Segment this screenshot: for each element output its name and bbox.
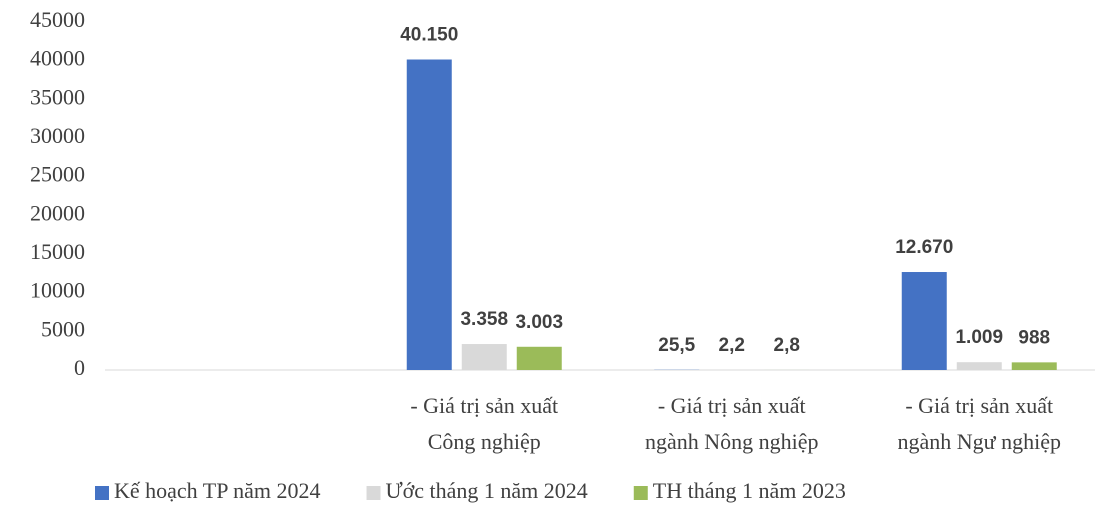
y-tick-label: 20000 [30,200,85,225]
value-label: 40.150 [400,25,458,46]
value-label: 2,2 [719,335,745,356]
value-label: 988 [1018,327,1050,348]
value-label: 12.670 [895,237,953,258]
y-tick-label: 35000 [30,84,85,109]
y-tick-label: 45000 [30,7,85,32]
legend-swatch [633,486,648,500]
bar [901,272,947,370]
bar [406,59,452,371]
y-tick-label: 0 [74,355,85,380]
y-tick-label: 25000 [30,162,85,187]
legend-label: Ước tháng 1 năm 2024 [386,478,588,503]
legend-label: TH tháng 1 năm 2023 [653,478,846,503]
bar [461,344,507,370]
legend-swatch [366,486,381,500]
y-tick-label: 15000 [30,239,85,264]
bar [1011,362,1057,370]
x-tick-label: ngành Ngư nghiệp [898,429,1061,454]
value-label: 3.358 [460,309,508,330]
y-tick-label: 30000 [30,123,85,148]
y-tick-label: 5000 [41,316,85,341]
y-tick-label: 10000 [30,278,85,303]
x-tick-label: - Giá trị sản xuất [410,393,558,418]
value-label: 1.009 [955,327,1003,348]
x-tick-label: Công nghiệp [428,429,541,454]
value-label: 25,5 [658,335,695,356]
x-tick-label: - Giá trị sản xuất [905,393,1053,418]
x-tick-label: - Giá trị sản xuất [658,393,806,418]
y-tick-label: 40000 [30,46,85,71]
x-tick-label: ngành Nông nghiệp [645,429,819,454]
bar [516,346,562,370]
bar [956,362,1002,370]
value-label: 3.003 [515,312,563,333]
value-label: 2,8 [774,335,800,356]
legend-label: Kế hoạch TP năm 2024 [114,478,321,503]
legend-swatch [95,486,109,500]
